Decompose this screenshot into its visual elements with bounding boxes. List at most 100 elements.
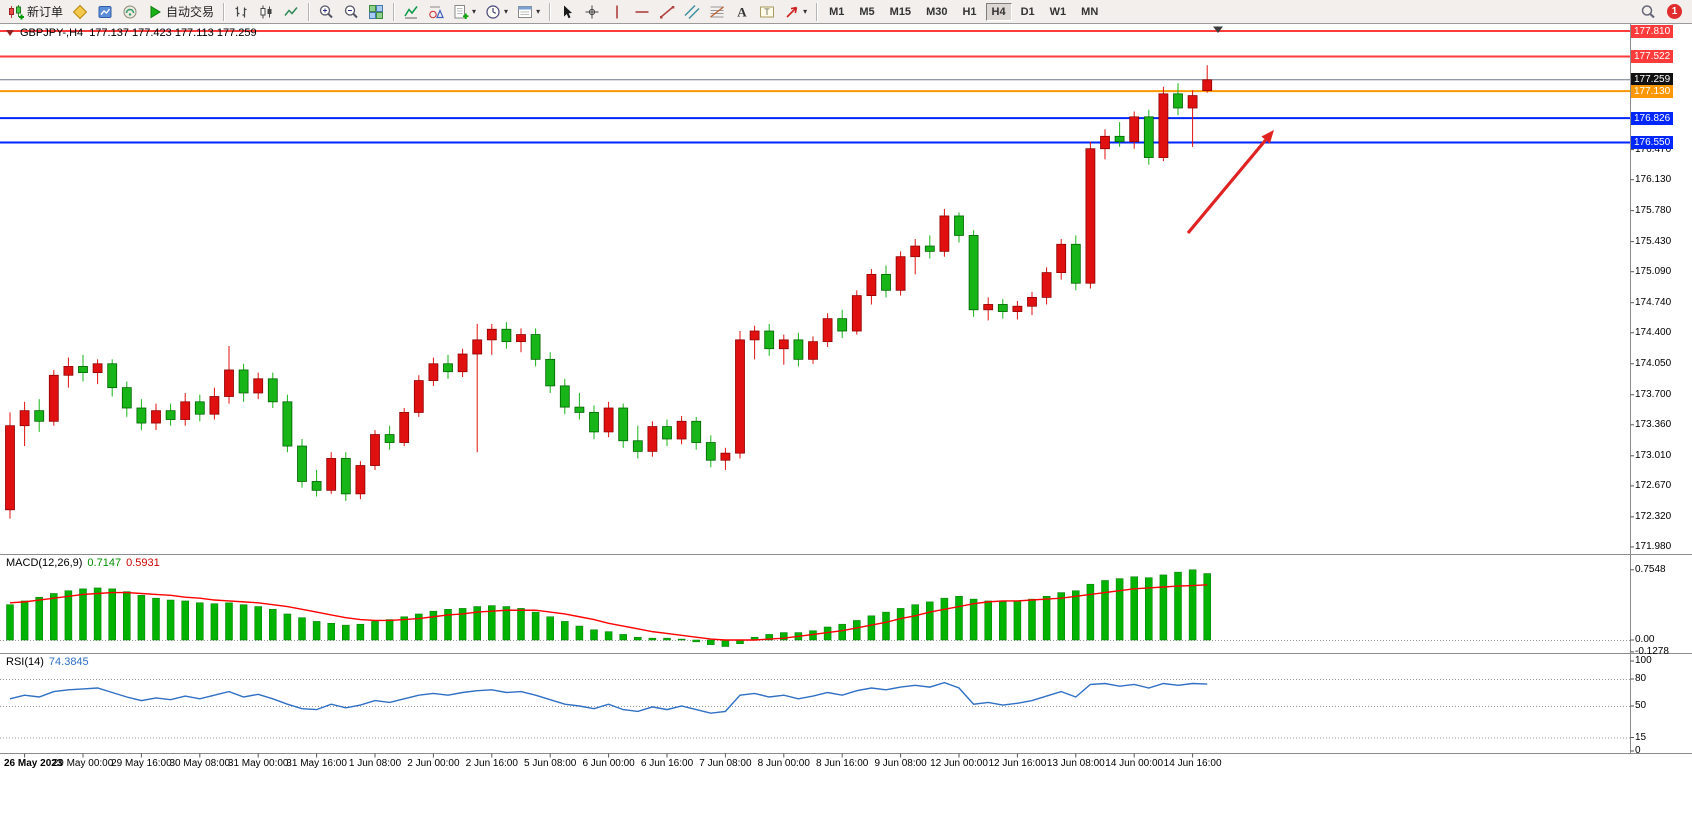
new-chart-button[interactable]: ▾ — [449, 0, 480, 24]
candle — [63, 357, 74, 388]
magnifier-icon — [1641, 4, 1655, 18]
crosshair-button[interactable] — [580, 0, 604, 24]
candle — [1143, 109, 1154, 165]
charts-button[interactable] — [93, 0, 117, 24]
metaeditor-button[interactable] — [68, 0, 92, 24]
rsi-panel[interactable] — [0, 679, 1630, 739]
indicators-button[interactable] — [399, 0, 423, 24]
autotrading-button-label: 自动交易 — [166, 5, 215, 19]
fibonacci-button[interactable] — [705, 0, 729, 24]
channel-button[interactable] — [680, 0, 704, 24]
objects-list-button[interactable] — [424, 0, 448, 24]
candle — [676, 415, 687, 445]
candle — [545, 352, 556, 393]
tile-windows-button[interactable] — [364, 0, 388, 24]
candle — [253, 372, 264, 400]
vertical-line-button[interactable] — [605, 0, 629, 24]
search-button[interactable] — [1636, 0, 1660, 24]
candle — [355, 461, 366, 500]
candle — [559, 378, 570, 415]
metaeditor-icon — [72, 4, 88, 19]
candle — [78, 354, 88, 382]
price-scale-label: 172.670 — [1635, 479, 1672, 491]
candle — [48, 369, 59, 426]
market-button[interactable] — [118, 0, 142, 24]
candle — [370, 430, 380, 470]
date-axis[interactable]: 26 May 2023 29 May 00:00 29 May 16:00 30 Ma… — [0, 754, 1692, 776]
candlestick-chart-button[interactable] — [254, 0, 278, 24]
price-scale-label: 173.010 — [1635, 449, 1672, 461]
new-chart-icon — [454, 4, 469, 19]
rsi-scale-label: 0 — [1635, 745, 1641, 756]
candle — [136, 399, 147, 431]
arrows-button[interactable]: ▾ — [780, 0, 811, 24]
price-line-label-176.550: 176.550 — [1631, 136, 1674, 149]
rsi-line — [9, 681, 1208, 714]
tile-icon — [369, 4, 384, 19]
one-click-trading-toggle[interactable] — [6, 30, 14, 36]
timeframe-button-w1[interactable]: W1 — [1049, 5, 1067, 18]
text-label-icon: T — [760, 6, 775, 17]
line-chart-button[interactable] — [279, 0, 303, 24]
price-line-label-177.522: 177.522 — [1631, 49, 1674, 63]
dropdown-caret-icon: ▾ — [536, 6, 541, 16]
candle — [851, 290, 862, 335]
bar-chart-button[interactable] — [229, 0, 253, 24]
templates-button[interactable]: ▾ — [513, 0, 544, 24]
play-icon — [150, 5, 161, 18]
chart-shift-marker[interactable] — [1213, 26, 1223, 34]
rsi-indicator-label: RSI(14) 74.3845 — [6, 656, 89, 668]
date-label: 9 Jun 08:00 — [874, 758, 927, 769]
candle — [1114, 122, 1125, 147]
candle — [589, 405, 599, 439]
date-label: 14 Jun 00:00 — [1105, 758, 1164, 769]
date-label: 1 Jun 08:00 — [348, 758, 402, 769]
price-line-label-177.259: 177.259 — [1631, 73, 1674, 87]
cursor-button[interactable] — [555, 0, 579, 24]
candle — [194, 394, 205, 422]
candle — [1158, 86, 1169, 162]
timeframe-button-m30[interactable]: M30 — [926, 5, 948, 18]
symbol-timeframe-label: GBPJPY-,H4 — [20, 27, 84, 39]
text-button[interactable]: A — [730, 0, 754, 24]
candle — [632, 425, 643, 459]
dropdown-caret-icon: ▾ — [504, 6, 509, 16]
horizontal-line-button[interactable] — [630, 0, 654, 24]
toolbar-separator — [549, 2, 551, 21]
price-axis[interactable]: 176.470 176.130 175.780 175.430 175.090 174.7… — [1631, 24, 1692, 756]
text-label-button[interactable]: T — [755, 0, 779, 24]
zoom-out-button[interactable] — [339, 0, 363, 24]
periods-button[interactable]: ▾ — [481, 0, 512, 24]
macd-indicator-label: MACD(12,26,9) 0.7147 0.5931 — [6, 557, 160, 569]
new-order-button[interactable]: 新订单 — [4, 0, 67, 24]
candle — [968, 230, 979, 317]
candle — [443, 354, 453, 379]
timeframe-button-h1[interactable]: H1 — [962, 5, 977, 18]
date-label: 2 Jun 16:00 — [465, 758, 518, 769]
candle — [1085, 141, 1096, 289]
main-chart-panel[interactable] — [0, 30, 1630, 519]
date-label: 30 May 08:00 — [169, 758, 231, 769]
timeframe-button-m1[interactable]: M1 — [829, 5, 845, 18]
zoom-in-button[interactable] — [314, 0, 338, 24]
timeframe-button-h4[interactable]: H4 — [985, 2, 1012, 21]
timeframe-button-m15[interactable]: M15 — [889, 5, 912, 18]
macd-panel[interactable] — [0, 569, 1630, 647]
candle — [472, 323, 483, 453]
timeframe-button-m5[interactable]: M5 — [859, 5, 875, 18]
autotrading-button[interactable]: 自动交易 — [143, 0, 218, 24]
text-icon: A — [737, 4, 747, 19]
trendline-button[interactable] — [655, 0, 679, 24]
candle — [647, 421, 658, 457]
price-scale-label: 171.980 — [1635, 540, 1672, 552]
macd-scale-label: 0.00 — [1635, 634, 1655, 645]
price-line-label-177.130: 177.130 — [1631, 84, 1674, 98]
timeframe-button-d1[interactable]: D1 — [1020, 5, 1035, 18]
timeframe-button-mn[interactable]: MN — [1081, 5, 1099, 18]
arrow-annotation[interactable] — [1186, 130, 1274, 235]
notification-badge[interactable]: 1 — [1667, 4, 1682, 19]
date-label: 8 Jun 16:00 — [816, 758, 869, 769]
candle — [1027, 292, 1037, 316]
new-order-icon — [9, 4, 24, 19]
